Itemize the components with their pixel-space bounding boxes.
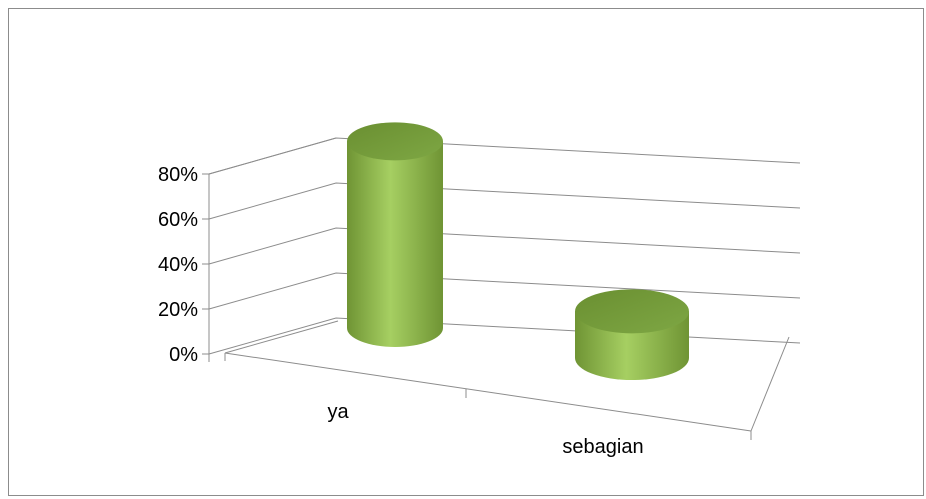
y-tick-label: 40% xyxy=(158,254,198,276)
back-wall-top-edge xyxy=(208,137,337,175)
gridline xyxy=(208,182,801,220)
bar-body xyxy=(347,141,443,347)
gridlines xyxy=(208,137,801,355)
bar-sebagian xyxy=(575,289,689,380)
y-tick-label: 80% xyxy=(158,164,198,186)
bar-top xyxy=(347,122,443,161)
y-tick-label: 60% xyxy=(158,209,198,231)
floor-front-edge xyxy=(224,352,752,432)
bars xyxy=(347,122,689,380)
axes xyxy=(208,137,790,440)
bar-top xyxy=(575,289,689,334)
chart-area xyxy=(8,8,924,496)
floor-right-edge xyxy=(750,336,790,432)
y-tick-label: 0% xyxy=(169,344,198,366)
y-axis: 0% 20% 40% 60% 80% xyxy=(158,164,209,366)
x-axis: ya sebagian xyxy=(327,401,643,458)
category-label-ya: ya xyxy=(327,401,349,423)
gridline xyxy=(208,227,801,265)
category-label-sebagian: sebagian xyxy=(562,436,643,458)
y-tick-label: 20% xyxy=(158,299,198,321)
bar-ya xyxy=(347,122,443,347)
gridline xyxy=(208,137,801,175)
gridline xyxy=(208,272,801,310)
floor-left-edge xyxy=(224,320,339,354)
gridline xyxy=(208,317,801,355)
